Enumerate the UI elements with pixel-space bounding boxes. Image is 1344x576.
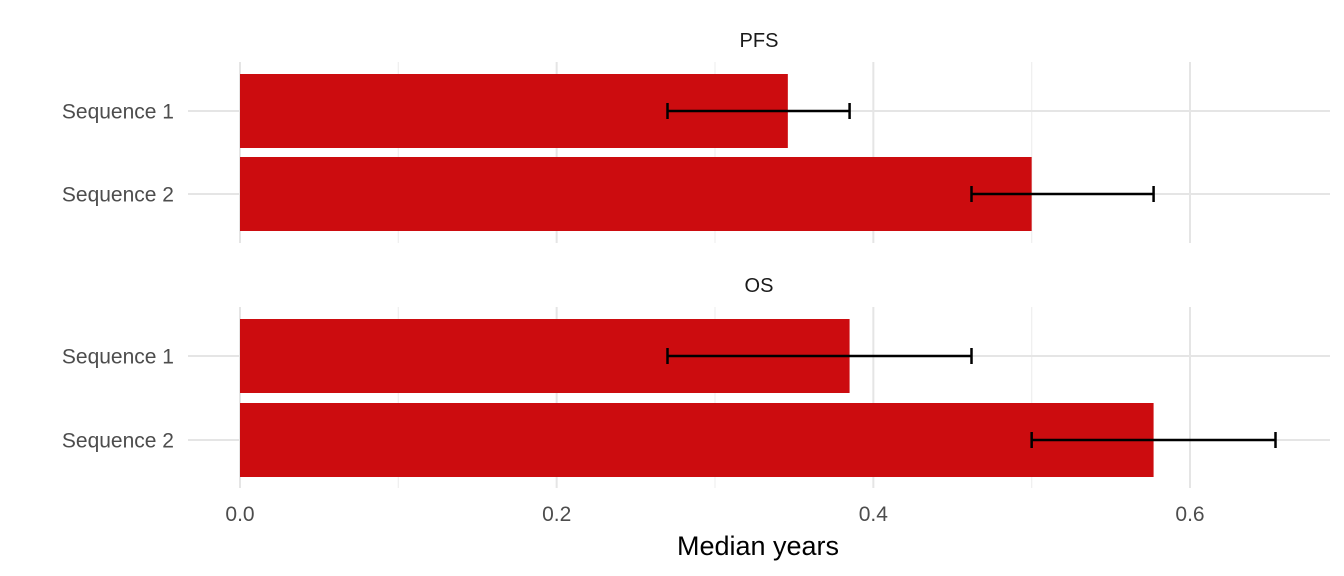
panel-pfs: PFS Sequence 1 Sequence 2	[62, 30, 1330, 243]
error-bar	[666, 103, 851, 119]
x-tick-label: 0.0	[225, 503, 254, 526]
error-bar	[666, 348, 973, 364]
y-tick-label: Sequence 1	[62, 101, 174, 124]
error-bar	[970, 186, 1155, 202]
y-tick-label: Sequence 2	[62, 430, 174, 453]
bar	[240, 403, 1154, 477]
x-axis-title: Median years	[677, 531, 839, 561]
y-tick-label: Sequence 2	[62, 184, 174, 207]
panel-os: OS Sequence 1 Sequence 2	[62, 275, 1330, 488]
y-tick-label: Sequence 1	[62, 346, 174, 369]
panel-title: OS	[745, 275, 774, 297]
x-tick-label: 0.6	[1175, 503, 1204, 526]
x-tick-label: 0.2	[542, 503, 571, 526]
panel-title: PFS	[740, 30, 779, 52]
error-bar	[1030, 432, 1277, 448]
bar	[240, 157, 1032, 231]
x-tick-label: 0.4	[859, 503, 889, 526]
